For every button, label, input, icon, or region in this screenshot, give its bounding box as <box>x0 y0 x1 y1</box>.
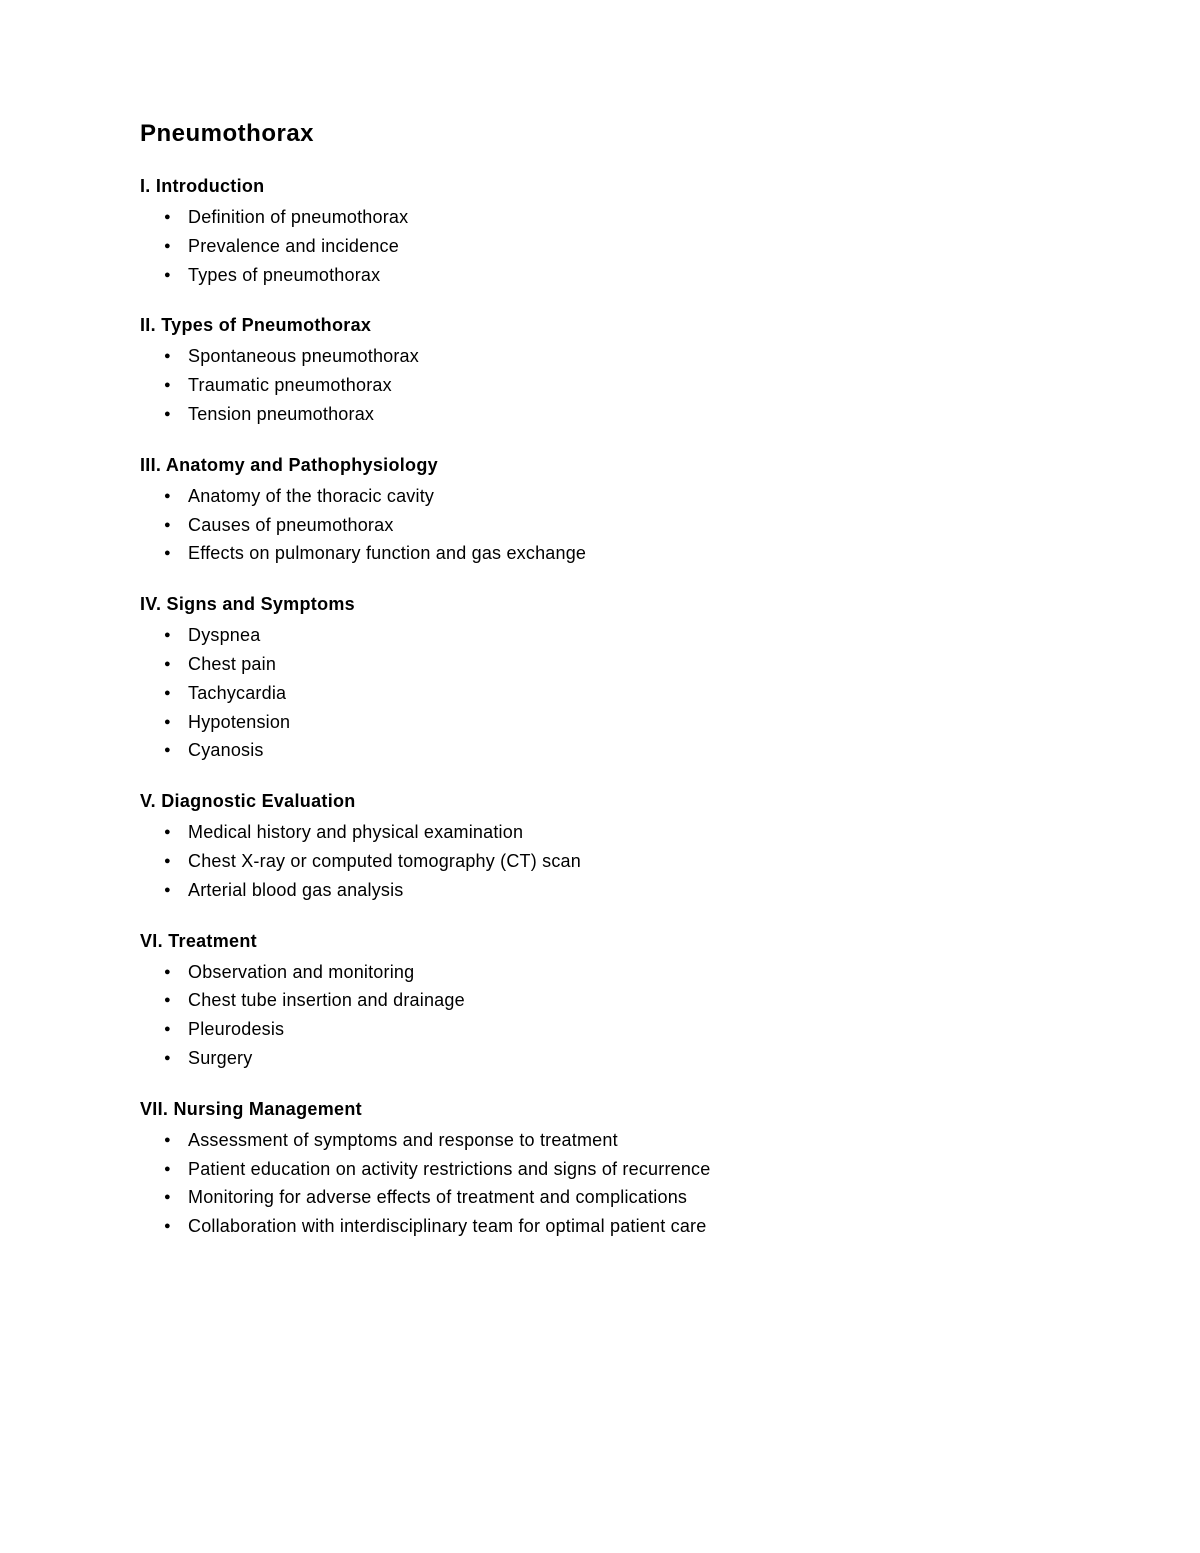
section-heading: II. Types of Pneumothorax <box>140 315 1060 336</box>
section: IV. Signs and Symptoms DyspneaChest painT… <box>140 594 1060 765</box>
list-item: Traumatic pneumothorax <box>188 371 1060 400</box>
list-item: Chest tube insertion and drainage <box>188 986 1060 1015</box>
list-item: Types of pneumothorax <box>188 261 1060 290</box>
list-item: Pleurodesis <box>188 1015 1060 1044</box>
list-item: Observation and monitoring <box>188 958 1060 987</box>
bullet-list: Assessment of symptoms and response to t… <box>140 1126 1060 1241</box>
list-item: Anatomy of the thoracic cavity <box>188 482 1060 511</box>
bullet-list: Anatomy of the thoracic cavityCauses of … <box>140 482 1060 568</box>
list-item: Medical history and physical examination <box>188 818 1060 847</box>
section-heading: VII. Nursing Management <box>140 1099 1060 1120</box>
list-item: Effects on pulmonary function and gas ex… <box>188 539 1060 568</box>
list-item: Tachycardia <box>188 679 1060 708</box>
list-item: Spontaneous pneumothorax <box>188 342 1060 371</box>
bullet-list: Medical history and physical examination… <box>140 818 1060 904</box>
section: VII. Nursing Management Assessment of sym… <box>140 1099 1060 1241</box>
section-heading: V. Diagnostic Evaluation <box>140 791 1060 812</box>
section-heading: I. Introduction <box>140 176 1060 197</box>
section: I. Introduction Definition of pneumothora… <box>140 176 1060 289</box>
list-item: Causes of pneumothorax <box>188 511 1060 540</box>
bullet-list: Spontaneous pneumothoraxTraumatic pneumo… <box>140 342 1060 428</box>
sections-container: I. Introduction Definition of pneumothora… <box>140 176 1060 1241</box>
list-item: Definition of pneumothorax <box>188 203 1060 232</box>
list-item: Cyanosis <box>188 736 1060 765</box>
list-item: Chest X-ray or computed tomography (CT) … <box>188 847 1060 876</box>
list-item: Prevalence and incidence <box>188 232 1060 261</box>
section: II. Types of Pneumothorax Spontaneous pne… <box>140 315 1060 428</box>
list-item: Monitoring for adverse effects of treatm… <box>188 1183 1060 1212</box>
bullet-list: Definition of pneumothoraxPrevalence and… <box>140 203 1060 289</box>
section-heading: IV. Signs and Symptoms <box>140 594 1060 615</box>
section: III. Anatomy and Pathophysiology Anatomy … <box>140 455 1060 568</box>
list-item: Assessment of symptoms and response to t… <box>188 1126 1060 1155</box>
list-item: Hypotension <box>188 708 1060 737</box>
list-item: Chest pain <box>188 650 1060 679</box>
list-item: Tension pneumothorax <box>188 400 1060 429</box>
section: V. Diagnostic Evaluation Medical history … <box>140 791 1060 904</box>
bullet-list: Observation and monitoringChest tube ins… <box>140 958 1060 1073</box>
section-heading: VI. Treatment <box>140 931 1060 952</box>
section: VI. Treatment Observation and monitoringC… <box>140 931 1060 1073</box>
list-item: Patient education on activity restrictio… <box>188 1155 1060 1184</box>
document-title: Pneumothorax <box>140 120 1060 148</box>
list-item: Surgery <box>188 1044 1060 1073</box>
list-item: Dyspnea <box>188 621 1060 650</box>
list-item: Collaboration with interdisciplinary tea… <box>188 1212 1060 1241</box>
list-item: Arterial blood gas analysis <box>188 876 1060 905</box>
bullet-list: DyspneaChest painTachycardiaHypotensionC… <box>140 621 1060 765</box>
section-heading: III. Anatomy and Pathophysiology <box>140 455 1060 476</box>
